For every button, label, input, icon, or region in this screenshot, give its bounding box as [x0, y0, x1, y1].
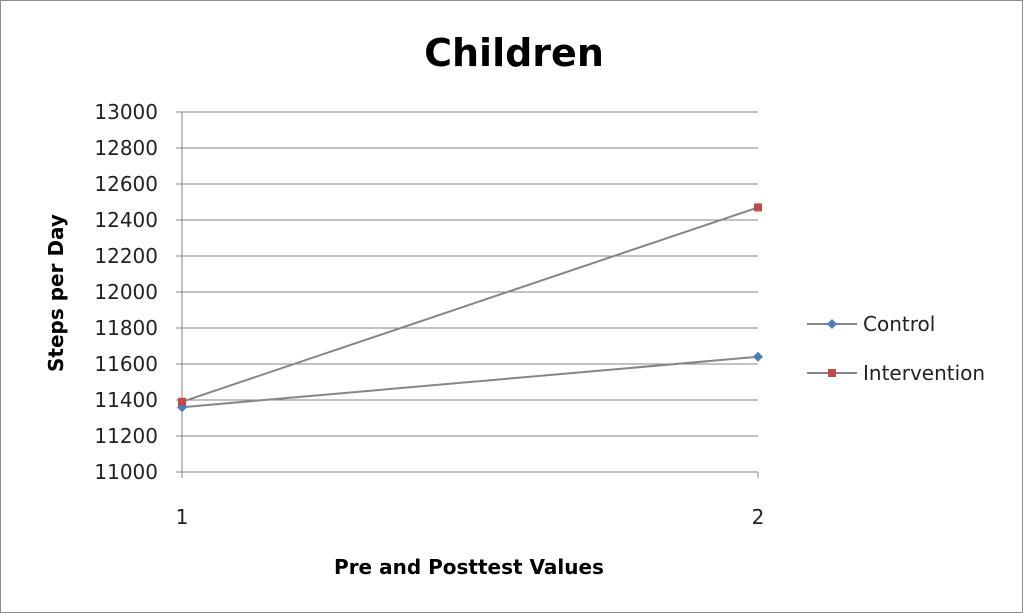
y-tick-label: 12800 — [94, 136, 158, 160]
y-tick-label: 13000 — [94, 100, 158, 124]
gridlines — [182, 111, 758, 473]
series-layer — [177, 203, 763, 413]
chart-title: Children — [424, 31, 604, 75]
legend: Control Intervention — [807, 312, 985, 385]
series-2 — [178, 203, 762, 406]
y-tick-label: 11400 — [94, 388, 158, 412]
series-line — [181, 355, 759, 409]
y-tick-label: 11600 — [94, 352, 158, 376]
y-axis-ticks: 11000 11200 11400 11600 11800 12000 12200 12400… — [94, 100, 182, 484]
y-tick-label: 11200 — [94, 424, 158, 448]
x-axis-title: Pre and Posttest Values — [334, 555, 604, 579]
series-1 — [177, 351, 763, 413]
y-tick-label: 11000 — [94, 460, 158, 484]
legend-item: Intervention — [807, 361, 985, 385]
y-tick-label: 11800 — [94, 316, 158, 340]
legend-item: Control — [807, 312, 935, 336]
y-tick-label: 12200 — [94, 244, 158, 268]
data-point — [754, 203, 762, 212]
data-point — [178, 397, 186, 406]
x-tick-label: 1 — [176, 505, 189, 529]
legend-label: Control — [863, 312, 935, 336]
y-tick-label: 12600 — [94, 172, 158, 196]
y-tick-label: 12400 — [94, 208, 158, 232]
legend-marker — [827, 319, 837, 329]
data-point — [753, 351, 763, 362]
x-tick-label: 2 — [752, 505, 765, 529]
legend-marker — [828, 369, 836, 377]
y-axis-title: Steps per Day — [44, 214, 68, 372]
y-tick-label: 12000 — [94, 280, 158, 304]
series-line — [181, 206, 759, 403]
legend-label: Intervention — [863, 361, 985, 385]
